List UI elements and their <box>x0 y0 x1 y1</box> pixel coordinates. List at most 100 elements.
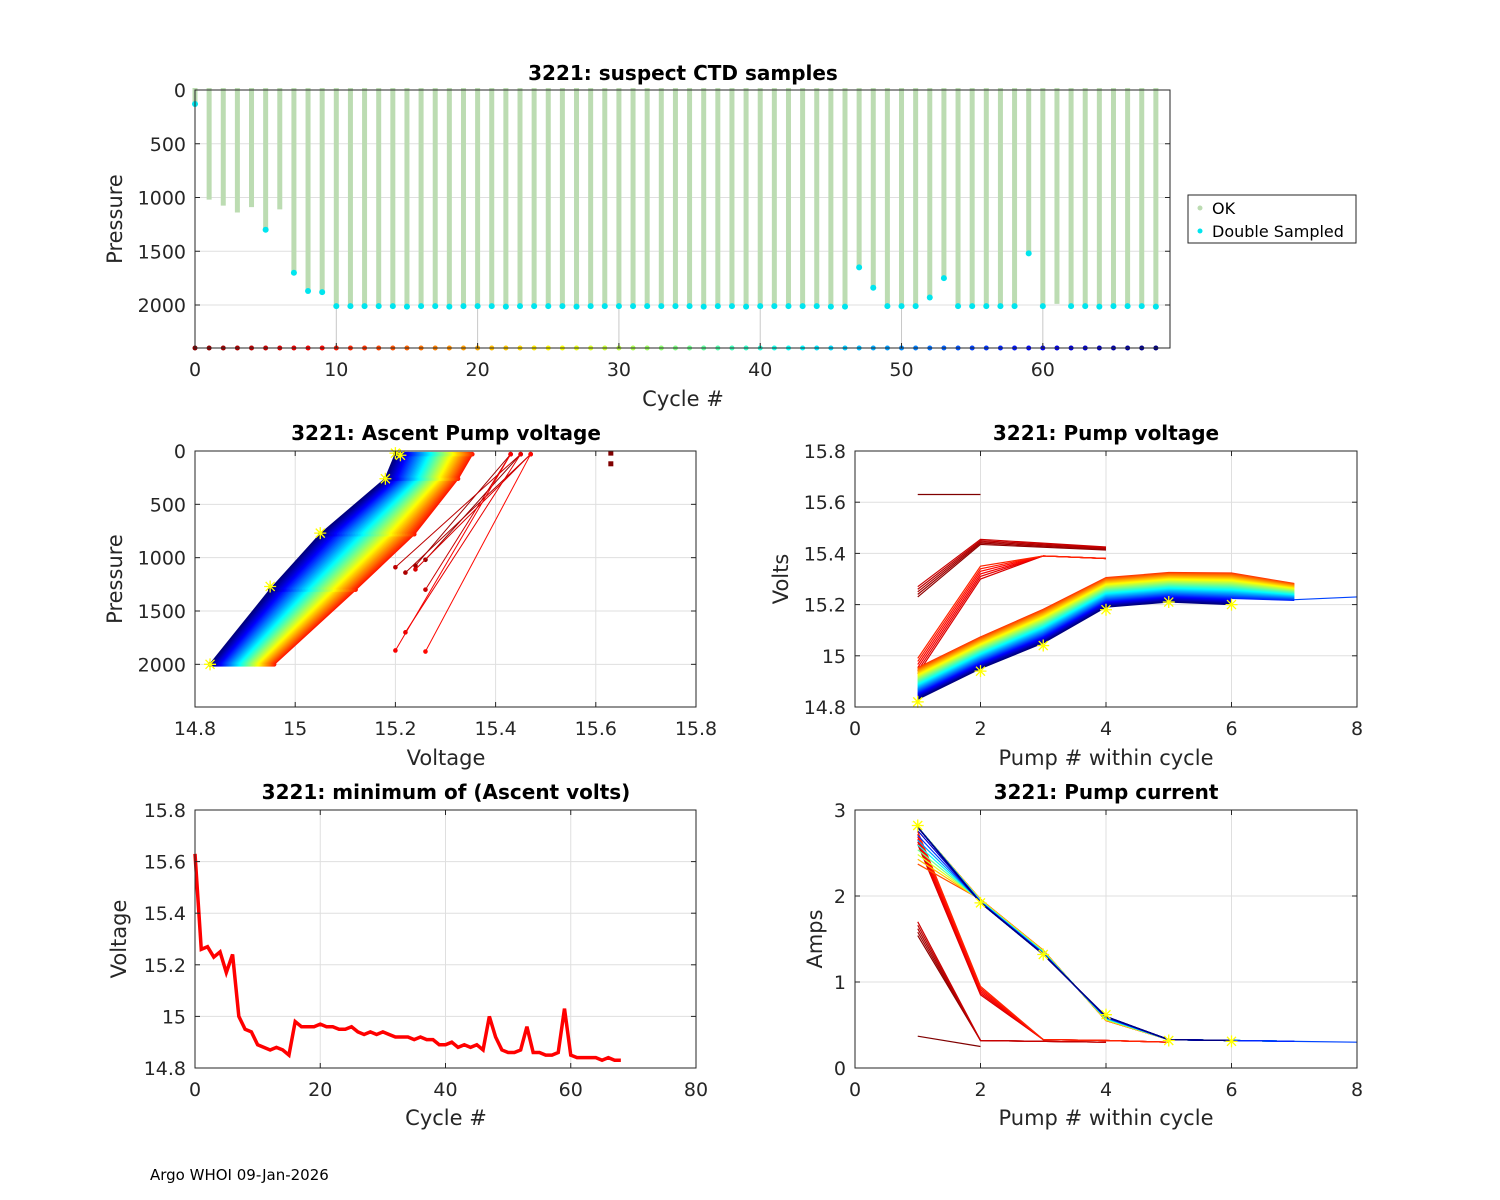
cycle-pump-current-line <box>917 826 1232 1042</box>
cycle-pump-current-line <box>917 826 1232 1042</box>
latest-cycle-star <box>1225 1035 1238 1048</box>
double-sampled-point <box>559 303 566 310</box>
double-sampled-point <box>1082 303 1089 310</box>
double-sampled-point <box>1025 250 1032 257</box>
double-sampled-point <box>1138 303 1145 310</box>
double-sampled-point <box>446 303 453 310</box>
double-sampled-point <box>630 303 637 310</box>
double-sampled-point <box>262 226 269 233</box>
double-sampled-point <box>347 303 354 310</box>
cycle-pump-voltage-line <box>917 539 1107 590</box>
double-sampled-point <box>700 303 707 310</box>
cycle-pump-current-line <box>917 931 1107 1043</box>
x-tick-label: 15.4 <box>474 718 516 740</box>
double-sampled-point <box>361 303 368 310</box>
latest-cycle-star <box>379 472 392 485</box>
double-sampled-point <box>601 303 608 310</box>
x-tick-label: 30 <box>607 359 631 381</box>
latest-cycle-star <box>911 819 924 832</box>
profile-point <box>413 567 418 572</box>
footer-credit: Argo WHOI 09-Jan-2026 <box>150 1166 329 1184</box>
double-sampled-point <box>926 294 933 301</box>
y-tick-label: 15 <box>822 646 846 668</box>
legend-marker-ok <box>1197 205 1203 211</box>
double-sampled-point <box>658 303 665 310</box>
double-sampled-point <box>545 303 552 310</box>
y-tick-label: 2000 <box>138 295 186 317</box>
profile-point <box>518 451 523 457</box>
cycle-profile-line <box>394 453 512 651</box>
double-sampled-point <box>432 303 439 310</box>
double-sampled-point <box>615 303 622 310</box>
cycle-pump-current-line <box>917 831 1169 1043</box>
y-tick-label: 1 <box>834 972 846 994</box>
x-axis-label: Voltage <box>407 746 486 770</box>
y-tick-label: 1500 <box>138 601 186 623</box>
profile-point <box>423 649 428 654</box>
y-tick-label: 0 <box>174 441 186 463</box>
double-sampled-point <box>375 303 382 310</box>
outlier-point <box>608 450 614 456</box>
cycle-pump-current-line <box>917 826 1232 1042</box>
latest-cycle-star <box>1100 603 1112 616</box>
legend-label-ok: OK <box>1212 199 1236 218</box>
legend-label-double: Double Sampled <box>1212 222 1344 241</box>
x-tick-label: 15.8 <box>675 718 717 740</box>
x-tick-label: 60 <box>1031 359 1055 381</box>
cycle-pump-current-line <box>917 830 1232 1042</box>
x-tick-label: 8 <box>1351 718 1363 740</box>
latest-cycle-star <box>1037 948 1050 961</box>
latest-cycle-star <box>394 449 407 462</box>
x-tick-label: 4 <box>1100 1079 1112 1101</box>
x-tick-label: 8 <box>1351 1079 1363 1101</box>
latest-cycle-star <box>1037 639 1050 652</box>
x-tick-label: 0 <box>189 359 201 381</box>
x-tick-label: 4 <box>1100 718 1112 740</box>
y-tick-label: 15.8 <box>144 800 186 822</box>
y-tick-label: 0 <box>834 1058 846 1080</box>
double-sampled-point <box>488 303 495 310</box>
profile-point <box>508 451 513 457</box>
double-sampled-point <box>389 303 396 310</box>
double-sampled-point <box>785 303 792 310</box>
x-tick-label: 60 <box>559 1079 583 1101</box>
cycle-pump-current-line <box>917 1035 981 1048</box>
double-sampled-point <box>1068 303 1075 310</box>
x-axis-label: Cycle # <box>642 387 724 411</box>
double-sampled-point <box>771 303 778 310</box>
y-tick-label: 500 <box>150 134 186 156</box>
double-sampled-point <box>531 303 538 310</box>
cycle-pump-current-line <box>917 826 1232 1042</box>
x-tick-label: 10 <box>324 359 348 381</box>
y-axis-label: Pressure <box>103 174 127 264</box>
cycle-pump-voltage-line <box>917 538 1107 588</box>
double-sampled-point <box>799 303 806 310</box>
cycle-profile-line <box>415 453 512 566</box>
chart-title: 3221: minimum of (Ascent volts) <box>262 780 631 804</box>
double-sampled-point <box>898 303 905 310</box>
y-tick-label: 500 <box>150 494 186 516</box>
double-sampled-point <box>403 303 410 310</box>
double-sampled-point <box>333 303 340 310</box>
double-sampled-point <box>743 303 750 310</box>
double-sampled-point <box>842 303 848 310</box>
x-tick-label: 15 <box>283 718 307 740</box>
double-sampled-point <box>856 264 863 271</box>
x-tick-label: 2 <box>974 718 986 740</box>
double-sampled-point <box>418 303 425 310</box>
x-tick-label: 2 <box>974 1079 986 1101</box>
cycle-pump-voltage-line <box>917 542 1107 595</box>
double-sampled-point <box>714 303 721 310</box>
double-sampled-point <box>955 303 962 310</box>
cycle-pump-current-line <box>917 826 1358 1043</box>
double-sampled-point <box>884 303 891 310</box>
cycle-pump-current-line <box>917 826 1232 1042</box>
y-axis-label: Pressure <box>103 534 127 624</box>
chart-title: 3221: Pump voltage <box>993 421 1219 445</box>
y-tick-label: 15.8 <box>804 441 846 463</box>
latest-cycle-star <box>1100 1008 1112 1021</box>
plot-frame <box>194 89 1171 349</box>
y-axis-label: Voltage <box>107 900 131 979</box>
double-sampled-point <box>686 303 693 310</box>
